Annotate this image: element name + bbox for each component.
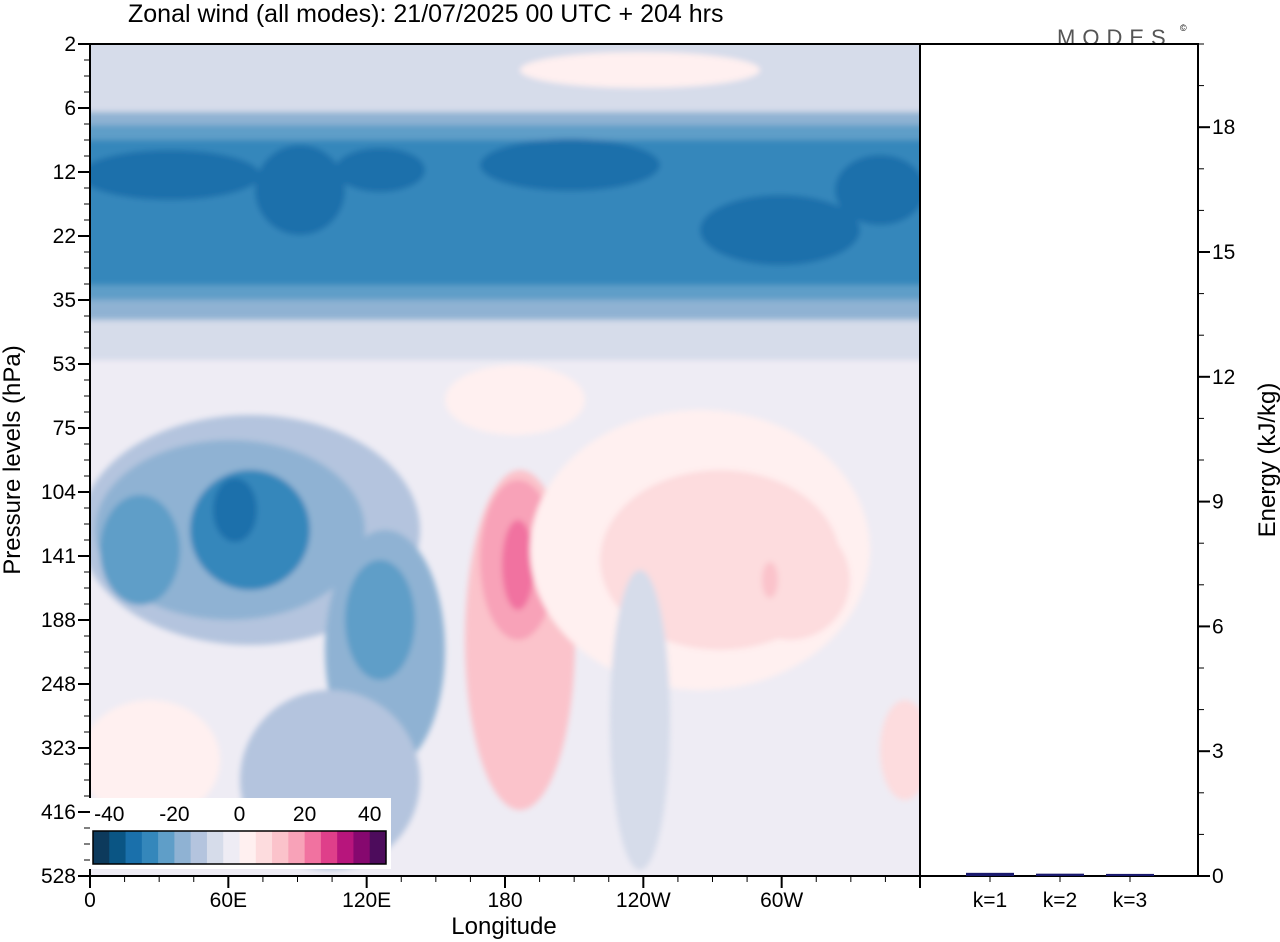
chart-title: Zonal wind (all modes): 21/07/2025 00 UT… <box>128 0 723 28</box>
colorbar-tick-label: 20 <box>293 803 316 826</box>
colorbar-swatch <box>223 831 240 864</box>
colorbar-swatch <box>125 831 143 864</box>
region-westerly-surface-west <box>90 700 220 820</box>
energy-panel-frame <box>919 43 1199 877</box>
colorbar-tick-label: -20 <box>159 803 189 826</box>
colorbar-swatch <box>337 831 354 864</box>
region-westerly-60w <box>730 520 850 640</box>
energy-bar <box>966 872 1014 876</box>
longitude-tick-label: 0 <box>84 889 96 912</box>
energy-tick-label: 18 <box>1212 116 1235 139</box>
colorbar-swatch <box>158 831 175 864</box>
colorbar-swatch <box>239 831 257 864</box>
region-easterly-core-east <box>835 155 920 225</box>
longitude-axis-label: Longitude <box>451 913 556 940</box>
colorbar-frame <box>92 830 387 865</box>
region-easterly-cell-120e-inner <box>345 560 415 680</box>
pressure-tick-label: 416 <box>41 801 76 824</box>
brand-copyright-mark: © <box>1180 23 1187 33</box>
colorbar-swatch <box>304 831 322 864</box>
region-weak-westerly-top <box>520 52 760 88</box>
pressure-axis: 2 6 12 22 35 53 75 104 141 188 248 323 416 528 <box>41 33 90 888</box>
pressure-tick-label: 141 <box>41 545 76 568</box>
colorbar-swatch <box>206 831 224 864</box>
region-easterly-cell-15e <box>100 495 180 605</box>
pressure-tick-label: 528 <box>41 865 76 888</box>
colorbar-swatch <box>93 831 110 864</box>
colorbar-tick-label: 0 <box>234 803 246 826</box>
colorbar-swatch <box>353 831 371 864</box>
energy-tick-label: 9 <box>1212 491 1224 514</box>
pressure-axis-label: Pressure levels (hPa) <box>0 345 26 574</box>
longitude-axis: 0 60E 120E 180 120W 60W <box>84 876 921 912</box>
zonal-wind-heatmap <box>90 44 920 876</box>
colorbar-swatch <box>288 831 306 864</box>
pressure-tick-label: 75 <box>53 417 76 440</box>
region-easterly-strip-160w <box>610 570 670 870</box>
colorbar-swatch <box>174 831 192 864</box>
energy-tick-label: 0 <box>1212 865 1224 888</box>
region-easterly-core-180 <box>480 139 660 191</box>
region-westerly-surface-east <box>880 700 920 800</box>
colorbar-tick-label: -40 <box>94 803 124 826</box>
energy-tick-label: 15 <box>1212 241 1235 264</box>
colorbar-swatch <box>141 831 159 864</box>
colorbar-swatch <box>272 831 289 864</box>
energy-tick-label: 12 <box>1212 366 1235 389</box>
energy-axis: 0 3 6 9 12 15 18 <box>1198 43 1235 888</box>
colorbar-swatch <box>255 831 273 864</box>
region-lower-strat-transition <box>90 320 920 360</box>
energy-bar <box>1106 873 1154 876</box>
pressure-tick-label: 6 <box>64 97 76 120</box>
pressure-tick-label: 2 <box>64 33 76 56</box>
region-westerly-180-lower <box>445 365 585 435</box>
energy-tick-label: 3 <box>1212 740 1224 763</box>
colorbar-swatch <box>190 831 208 864</box>
pressure-tick-label: 12 <box>53 161 76 184</box>
energy-tick-label: 6 <box>1212 615 1224 638</box>
pressure-tick-label: 323 <box>41 737 76 760</box>
energy-categories: k=1 k=2 k=3 <box>973 876 1147 912</box>
colorbar: -40 -20 0 20 40 <box>88 798 391 869</box>
region-upper-stratosphere <box>90 44 920 120</box>
energy-bar <box>1036 873 1084 876</box>
region-easterly-cell-60e-core <box>213 478 257 542</box>
energy-category-label: k=1 <box>973 889 1007 912</box>
colorbar-swatch <box>369 831 387 864</box>
longitude-tick-label: 120E <box>342 889 391 912</box>
longitude-tick-label: 120W <box>616 889 671 912</box>
pressure-tick-label: 104 <box>41 481 76 504</box>
colorbar-tick-label: 40 <box>358 803 381 826</box>
pressure-tick-label: 22 <box>53 225 76 248</box>
region-easterly-core-0 <box>90 150 260 200</box>
region-easterly-core-100e <box>335 148 425 192</box>
longitude-tick-label: 60E <box>210 889 247 912</box>
region-westerly-60w-core <box>762 562 778 598</box>
pressure-tick-label: 248 <box>41 673 76 696</box>
energy-bars <box>966 872 1154 876</box>
pressure-tick-label: 188 <box>41 609 76 632</box>
energy-category-label: k=2 <box>1043 889 1077 912</box>
longitude-tick-label: 60W <box>760 889 803 912</box>
longitude-tick-label: 180 <box>487 889 522 912</box>
pressure-tick-label: 35 <box>53 289 76 312</box>
energy-category-label: k=3 <box>1113 889 1147 912</box>
colorbar-swatch <box>320 831 338 864</box>
region-easterly-core-60e <box>255 145 345 235</box>
energy-axis-label: Energy (kJ/kg) <box>1254 383 1280 538</box>
pressure-tick-label: 53 <box>53 353 76 376</box>
region-westerly-180-core <box>502 520 534 610</box>
region-easterly-core-60w <box>700 195 860 265</box>
colorbar-swatch <box>109 831 127 864</box>
